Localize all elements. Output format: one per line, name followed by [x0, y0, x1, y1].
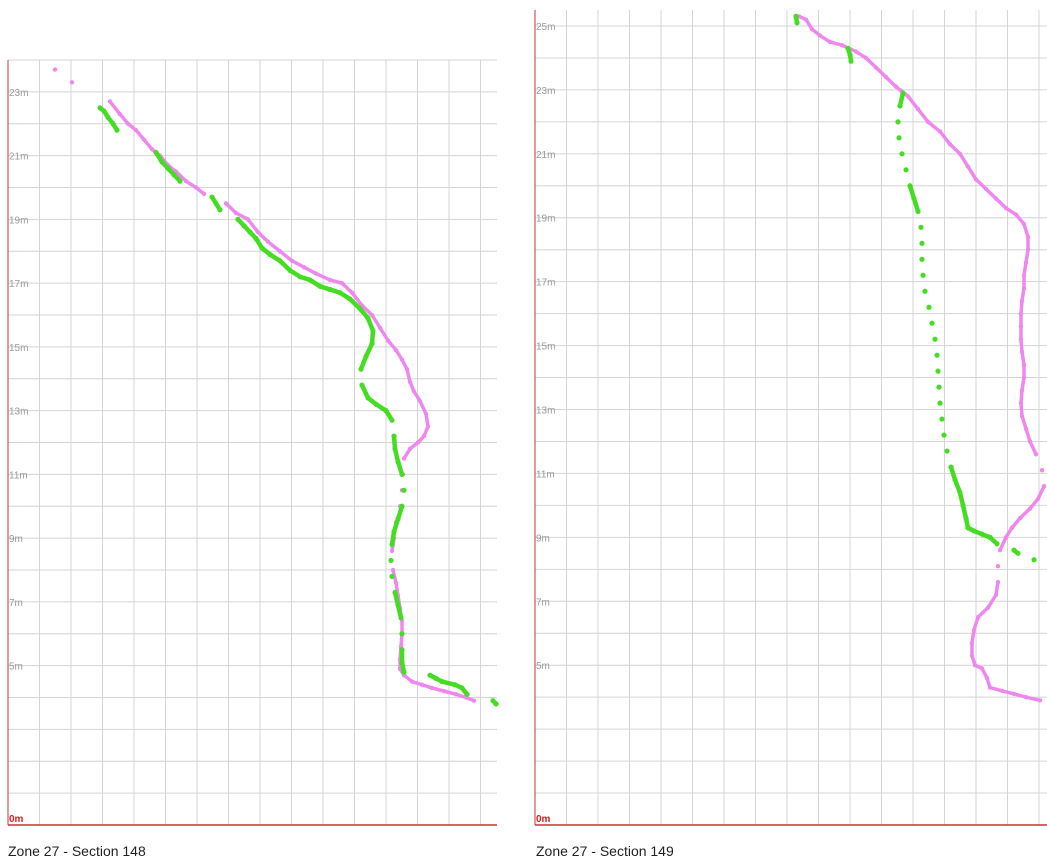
data-series-2 — [796, 14, 1047, 703]
chart-caption: Zone 27 - Section 148 — [8, 843, 146, 859]
data-trace — [399, 647, 407, 675]
data-point — [388, 557, 394, 564]
data-point — [935, 368, 941, 374]
data-point — [926, 304, 932, 310]
data-trace — [391, 568, 476, 703]
data-trace — [793, 14, 800, 26]
data-trace — [97, 105, 120, 133]
data-trace — [359, 382, 395, 423]
y-tick-label: 19m — [9, 215, 28, 226]
y-tick-label: 13m — [536, 406, 555, 417]
y-tick-label: 7m — [9, 598, 23, 609]
data-point — [1039, 468, 1045, 473]
y-tick-label: 19m — [536, 214, 555, 225]
y-tick-label: 5m — [536, 661, 550, 672]
chart-panel-section-148: 0m 5m 7m 9m 11m 13m 15m 17m 19m 21m 23m Zone 27 - … — [0, 0, 500, 863]
data-point — [919, 256, 925, 262]
data-trace — [427, 672, 470, 697]
data-point — [919, 240, 925, 246]
y-tick-label: 21m — [9, 152, 28, 163]
y-tick-label: 15m — [536, 342, 555, 353]
grid — [7, 59, 497, 825]
y-tick-label: 17m — [9, 279, 28, 290]
y-tick-label: 15m — [9, 343, 28, 354]
data-trace — [490, 698, 499, 707]
data-trace — [209, 194, 223, 213]
data-point — [896, 135, 902, 141]
data-point — [399, 631, 405, 637]
data-point — [995, 563, 1001, 569]
data-trace — [153, 150, 183, 184]
y-tick-label: 5m — [9, 662, 23, 673]
chart-caption: Zone 27 - Section 149 — [536, 843, 674, 859]
data-point — [895, 119, 901, 125]
data-point — [934, 352, 940, 358]
y-tick-label: 17m — [536, 278, 555, 289]
y-tick-label: 23m — [9, 88, 28, 99]
data-point — [389, 573, 395, 579]
data-trace — [389, 504, 405, 547]
data-trace — [907, 183, 921, 214]
data-point — [922, 288, 928, 294]
data-trace — [392, 590, 404, 621]
y-tick-label: 21m — [536, 150, 555, 161]
data-trace — [235, 217, 376, 372]
data-trace — [845, 46, 854, 64]
grid — [534, 10, 1047, 825]
data-point — [69, 80, 75, 85]
data-trace — [391, 433, 405, 477]
data-point — [929, 320, 935, 326]
data-point — [936, 384, 942, 390]
data-trace — [897, 90, 906, 109]
y-tick-label: 23m — [536, 86, 555, 97]
y-tick-label: 11m — [536, 469, 555, 480]
data-point — [401, 487, 407, 493]
data-series-1 — [793, 13, 1037, 563]
data-point — [920, 272, 926, 278]
y-tick-label: 7m — [536, 597, 550, 608]
data-trace — [797, 14, 1038, 457]
y-tick-label: 0m — [536, 814, 551, 825]
data-series-2 — [52, 67, 477, 703]
data-point — [1031, 557, 1037, 563]
y-tick-label: 9m — [9, 534, 23, 545]
data-trace — [998, 484, 1046, 552]
data-point — [52, 67, 58, 72]
y-tick-label: 0m — [9, 814, 24, 825]
chart-section-149: 0m 5m 7m 9m 11m 13m 15m 17m 19m 21m 23m 25m — [534, 10, 1047, 826]
data-trace — [970, 580, 1042, 703]
data-trace — [224, 201, 430, 461]
data-point — [939, 416, 945, 422]
y-tick-label: 11m — [9, 470, 28, 481]
y-tick-label: 25m — [536, 22, 555, 33]
data-point — [944, 448, 950, 454]
data-point — [903, 167, 909, 173]
data-series-1 — [97, 105, 499, 707]
data-trace — [1011, 547, 1021, 556]
data-point — [941, 432, 947, 438]
data-point — [918, 224, 924, 230]
y-tick-label: 9m — [536, 533, 550, 544]
data-trace — [948, 464, 1000, 546]
chart-panel-section-149: 0m 5m 7m 9m 11m 13m 15m 17m 19m 21m 23m 25m Zone 27… — [533, 0, 1047, 863]
data-point — [937, 400, 943, 406]
chart-section-148: 0m 5m 7m 9m 11m 13m 15m 17m 19m 21m 23m — [7, 59, 499, 826]
data-point — [899, 151, 905, 157]
data-trace — [108, 99, 206, 196]
data-point — [932, 336, 938, 342]
y-tick-label: 13m — [9, 407, 28, 418]
